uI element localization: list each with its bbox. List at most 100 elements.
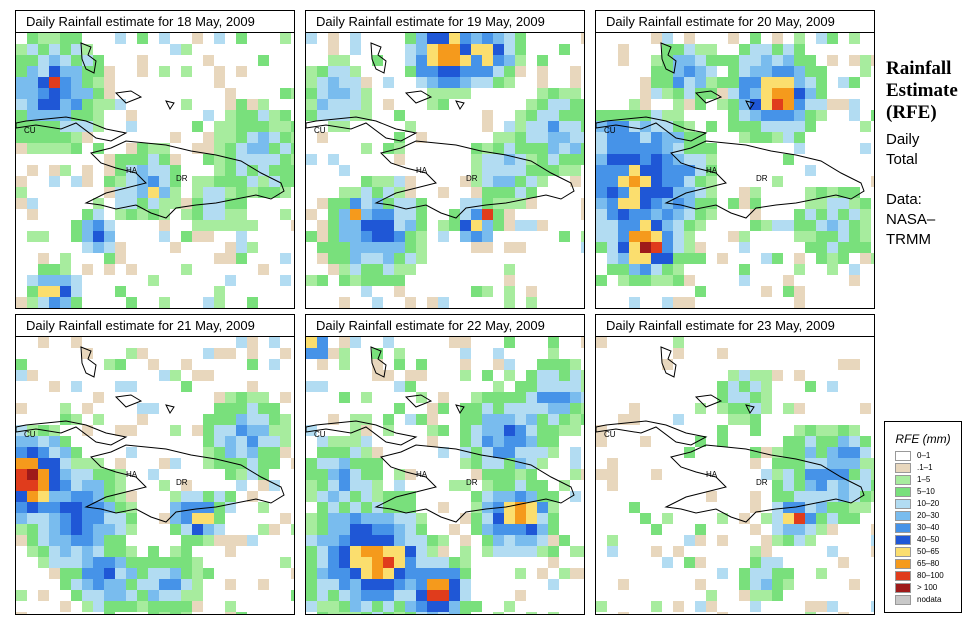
rainfall-cell xyxy=(750,99,761,110)
rainfall-cell xyxy=(493,44,504,55)
rainfall-cell xyxy=(570,77,581,88)
rainfall-cell xyxy=(662,231,673,242)
rainfall-cell xyxy=(361,242,372,253)
rainfall-cell xyxy=(148,403,159,414)
rainfall-cell xyxy=(438,579,449,590)
rainfall-cell xyxy=(339,524,350,535)
rainfall-cell xyxy=(816,502,827,513)
rainfall-cell xyxy=(104,579,115,590)
rainfall-cell xyxy=(361,524,372,535)
rainfall-cell xyxy=(170,308,181,309)
rainfall-cell xyxy=(339,165,350,176)
rainfall-cell xyxy=(148,579,159,590)
rainfall-cell xyxy=(280,110,291,121)
rainfall-cell xyxy=(317,359,328,370)
rainfall-cell xyxy=(27,513,38,524)
rainfall-cell xyxy=(607,143,618,154)
rainfall-cell xyxy=(225,612,236,614)
rainfall-cell xyxy=(607,110,618,121)
rainfall-cell xyxy=(629,154,640,165)
rainfall-cell xyxy=(38,99,49,110)
rainfall-cell xyxy=(16,436,27,447)
rainfall-cell xyxy=(405,297,416,308)
rainfall-cell xyxy=(460,535,471,546)
rainfall-cell xyxy=(372,242,383,253)
rainfall-cell xyxy=(695,154,706,165)
rainfall-cell xyxy=(629,176,640,187)
rainfall-cell xyxy=(515,110,526,121)
rainfall-cell xyxy=(640,176,651,187)
rainfall-cell xyxy=(38,77,49,88)
rainfall-cell xyxy=(394,403,405,414)
rainfall-cell xyxy=(372,458,383,469)
coastline-path xyxy=(455,100,465,110)
rainfall-cell xyxy=(761,66,772,77)
rainfall-cell xyxy=(405,557,416,568)
rainfall-cell xyxy=(247,491,258,502)
rainfall-cell xyxy=(317,436,328,447)
rainfall-cell xyxy=(515,33,526,44)
rainfall-cell xyxy=(515,242,526,253)
rainfall-cell xyxy=(849,447,860,458)
rainfall-cell xyxy=(728,121,739,132)
rainfall-cell xyxy=(471,66,482,77)
rainfall-cell xyxy=(82,132,93,143)
rainfall-cell xyxy=(548,535,559,546)
rainfall-cell xyxy=(416,77,427,88)
rainfall-cell xyxy=(849,436,860,447)
panel-title-23-may: Daily Rainfall estimate for 23 May, 2009 xyxy=(595,314,875,336)
rainfall-cell xyxy=(49,436,60,447)
rainfall-cell xyxy=(827,264,838,275)
rainfall-cell xyxy=(783,403,794,414)
rainfall-cell xyxy=(383,253,394,264)
rainfall-cell xyxy=(838,187,849,198)
rainfall-cell xyxy=(783,524,794,535)
rainfall-cell xyxy=(280,447,291,458)
rainfall-cell xyxy=(794,535,805,546)
rainfall-cell xyxy=(673,348,684,359)
rainfall-cell xyxy=(236,132,247,143)
rainfall-cell xyxy=(350,447,361,458)
rainfall-cell xyxy=(49,568,60,579)
rainfall-cell xyxy=(849,242,860,253)
rainfall-cell xyxy=(317,99,328,110)
rainfall-cell xyxy=(548,143,559,154)
rainfall-cell xyxy=(783,275,794,286)
rainfall-cell xyxy=(783,436,794,447)
rainfall-cell xyxy=(82,44,93,55)
rainfall-cell xyxy=(394,546,405,557)
rainfall-cell xyxy=(482,414,493,425)
rainfall-map-19-may: CU HA DR xyxy=(305,32,585,309)
rainfall-cell xyxy=(71,414,82,425)
rainfall-cell xyxy=(427,88,438,99)
rainfall-cell xyxy=(651,308,662,309)
rainfall-cell xyxy=(739,121,750,132)
rainfall-cell xyxy=(16,297,27,308)
rainfall-cell xyxy=(104,502,115,513)
rainfall-cell xyxy=(269,403,280,414)
rainfall-cell xyxy=(280,392,291,403)
rainfall-cell xyxy=(460,44,471,55)
rainfall-cell xyxy=(427,425,438,436)
rainfall-cell xyxy=(684,557,695,568)
coastline-path xyxy=(694,394,723,408)
map-label-cuba: CU xyxy=(604,126,616,135)
rainfall-cell xyxy=(115,198,126,209)
legend-swatch xyxy=(895,511,911,521)
rainfall-cell xyxy=(504,286,515,297)
rainfall-cell xyxy=(471,469,482,480)
rainfall-map-21-may: CU HA DR xyxy=(15,336,295,615)
rainfall-cell xyxy=(317,568,328,579)
rainfall-cell xyxy=(717,403,728,414)
rainfall-cell xyxy=(258,414,269,425)
rainfall-cell xyxy=(662,275,673,286)
rainfall-cell xyxy=(816,425,827,436)
rainfall-cell xyxy=(148,557,159,568)
rainfall-cell xyxy=(203,568,214,579)
rainfall-cell xyxy=(16,480,27,491)
rainfall-cell xyxy=(93,535,104,546)
rainfall-cell xyxy=(871,524,874,535)
rainfall-cell xyxy=(651,187,662,198)
rainfall-cell xyxy=(60,524,71,535)
